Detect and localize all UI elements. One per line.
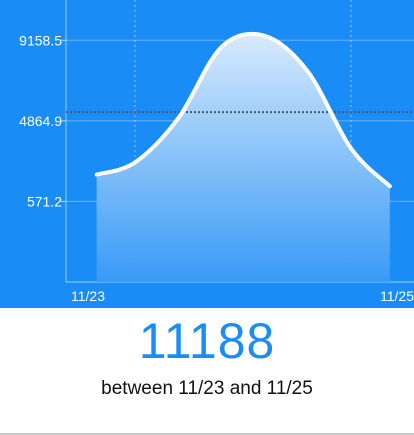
date-range-text: between 11/23 and 11/25 (101, 378, 313, 399)
x-tick-label: 11/25 (380, 288, 414, 304)
y-tick-label: 4864.9 (19, 113, 62, 129)
chart-panel: 9158.5 4864.9 571.2 11/23 11/25 (0, 0, 414, 308)
area-fill (96, 33, 390, 282)
bottom-divider (0, 433, 414, 435)
series-line (94, 31, 392, 189)
y-tick-label: 9158.5 (19, 32, 62, 48)
axis-labels: 9158.5 4864.9 571.2 11/23 11/25 (19, 32, 414, 304)
y-tick-label: 571.2 (27, 193, 62, 209)
summary-panel: 11188 between 11/23 and 11/25 (0, 308, 414, 433)
total-value: 11188 (138, 313, 276, 369)
area-chart: 9158.5 4864.9 571.2 11/23 11/25 (0, 0, 414, 308)
x-tick-label: 11/23 (71, 288, 105, 304)
axis-ticks (61, 39, 66, 202)
